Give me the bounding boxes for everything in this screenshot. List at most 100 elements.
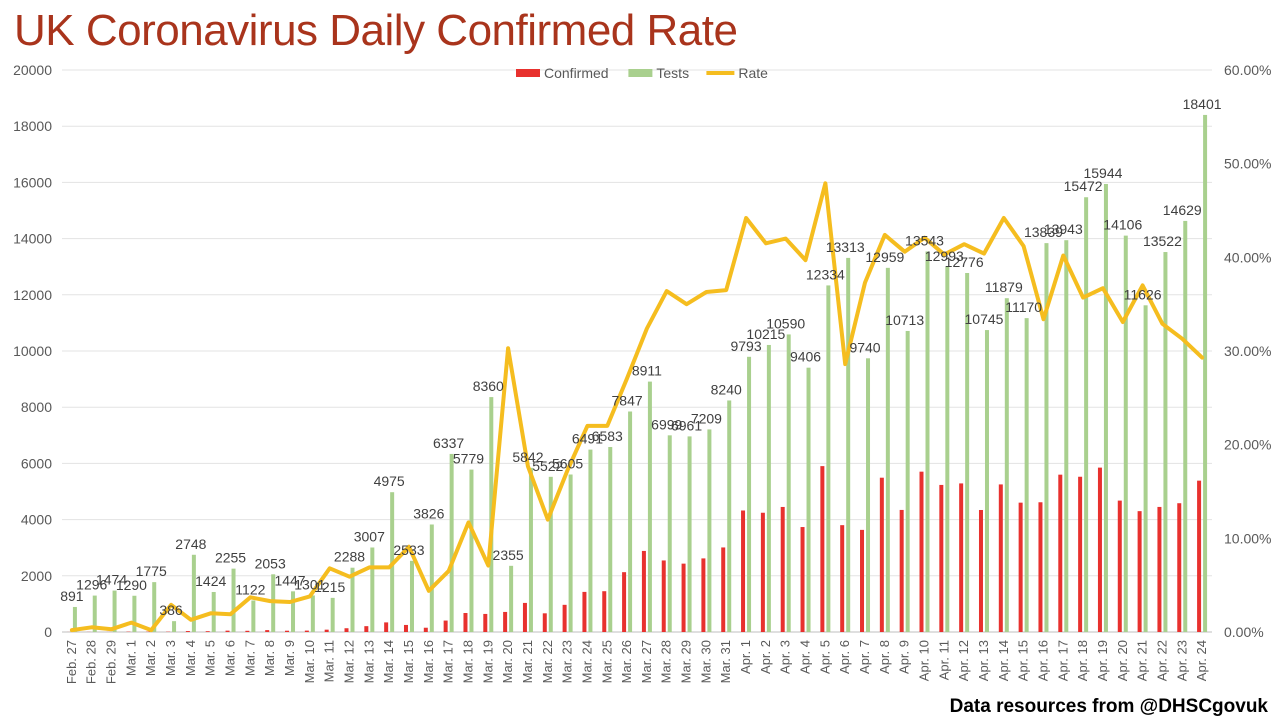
- confirmed-bar: [661, 560, 666, 632]
- x-tick-label: Apr. 15: [1016, 640, 1031, 681]
- tests-data-label: 891: [60, 588, 84, 604]
- tests-bar: [1064, 240, 1069, 632]
- tests-data-label: 1296: [76, 577, 107, 593]
- tests-bar: [409, 560, 414, 632]
- confirmed-bar: [463, 613, 468, 632]
- confirmed-bar: [1097, 467, 1102, 632]
- tests-bar: [667, 435, 672, 632]
- tests-data-label: 2255: [215, 550, 246, 566]
- confirmed-bar: [423, 627, 428, 632]
- x-tick-label: Mar. 3: [163, 640, 178, 676]
- x-tick-label: Mar. 13: [361, 640, 376, 683]
- tests-bar: [449, 453, 454, 632]
- x-tick-label: Mar. 19: [480, 640, 495, 683]
- y2-tick-label: 10.00%: [1224, 530, 1271, 546]
- x-tick-label: Mar. 4: [183, 640, 198, 676]
- tests-data-label: 11879: [985, 279, 1023, 295]
- x-tick-label: Feb. 27: [64, 640, 79, 684]
- tests-bar: [231, 568, 236, 632]
- tests-bar: [608, 447, 613, 632]
- x-tick-label: Apr. 7: [857, 640, 872, 674]
- tests-bar: [747, 356, 752, 632]
- legend-label-rate: Rate: [738, 65, 768, 81]
- x-tick-label: Apr. 17: [1055, 640, 1070, 681]
- tests-bar: [1123, 235, 1128, 632]
- tests-bar: [509, 565, 514, 632]
- x-tick-label: Mar. 16: [421, 640, 436, 683]
- y-tick-label: 0: [44, 624, 52, 640]
- tests-data-label: 6961: [671, 417, 702, 433]
- tests-data-label: 10745: [965, 311, 1004, 327]
- tests-data-label: 5522: [532, 458, 563, 474]
- confirmed-bar: [344, 628, 349, 632]
- tests-data-label: 1775: [136, 563, 167, 579]
- tests-data-label: 11626: [1124, 286, 1162, 302]
- tests-data-label: 12776: [945, 254, 984, 270]
- x-tick-label: Mar. 15: [401, 640, 416, 683]
- confirmed-bar: [820, 466, 825, 632]
- tests-bar: [647, 381, 652, 632]
- tests-data-label: 1474: [96, 572, 127, 588]
- confirmed-bar: [721, 547, 726, 632]
- tests-bar: [885, 267, 890, 632]
- tests-bar: [1004, 298, 1009, 632]
- y2-tick-label: 60.00%: [1224, 62, 1271, 78]
- tests-bar: [469, 469, 474, 632]
- x-tick-label: Mar. 27: [639, 640, 654, 683]
- tests-bar: [1143, 305, 1148, 632]
- x-tick-label: Mar. 11: [322, 640, 337, 682]
- x-tick-label: Apr. 22: [1154, 640, 1169, 681]
- x-tick-label: Apr. 14: [996, 640, 1011, 681]
- tests-data-label: 1290: [116, 577, 147, 593]
- tests-bar: [945, 266, 950, 632]
- confirmed-bar: [205, 631, 210, 632]
- tests-data-label: 12334: [806, 266, 845, 282]
- x-tick-label: Apr. 16: [1035, 640, 1050, 681]
- tests-bar: [727, 400, 732, 632]
- tests-bar: [291, 591, 296, 632]
- x-tick-label: Apr. 3: [778, 640, 793, 674]
- confirmed-bar: [185, 631, 190, 632]
- tests-bar: [548, 476, 553, 632]
- tests-bar: [1103, 183, 1108, 632]
- legend-label-confirmed: Confirmed: [544, 65, 609, 81]
- x-tick-label: Mar. 26: [619, 640, 634, 683]
- tests-bar: [370, 547, 375, 632]
- x-tick-label: Mar. 7: [242, 640, 257, 676]
- y-tick-label: 14000: [13, 231, 52, 247]
- x-tick-label: Apr. 4: [798, 640, 813, 674]
- legend-swatch-tests: [628, 69, 653, 77]
- tests-data-label: 13522: [1143, 233, 1182, 249]
- x-tick-label: Mar. 23: [560, 640, 575, 683]
- x-tick-label: Mar. 17: [441, 640, 456, 683]
- y2-tick-label: 0.00%: [1224, 624, 1264, 640]
- tests-bar: [1084, 197, 1089, 632]
- x-tick-label: Apr. 8: [877, 640, 892, 674]
- tests-bar: [152, 582, 157, 632]
- confirmed-bar: [959, 483, 964, 632]
- confirmed-bar: [1197, 480, 1202, 632]
- tests-data-label: 9793: [730, 338, 761, 354]
- tests-bar: [528, 467, 533, 632]
- legend-swatch-confirmed: [516, 69, 540, 77]
- tests-data-label: 8240: [711, 381, 742, 397]
- x-tick-label: Mar. 24: [579, 640, 594, 683]
- tests-data-label: 1122: [235, 581, 265, 597]
- tests-bar: [826, 285, 831, 632]
- confirmed-bar: [324, 629, 329, 632]
- legend-label-tests: Tests: [656, 65, 689, 81]
- data-credit: Data resources from @DHSCgovuk: [949, 696, 1268, 717]
- confirmed-bar: [919, 471, 924, 632]
- tests-bar: [1024, 318, 1029, 632]
- tests-bar: [786, 334, 791, 632]
- x-tick-label: Apr. 24: [1194, 640, 1209, 681]
- x-tick-label: Mar. 9: [282, 640, 297, 676]
- tests-data-label: 1447: [274, 572, 305, 588]
- tests-bar: [984, 330, 989, 632]
- tests-data-label: 7209: [691, 410, 722, 426]
- confirmed-bar: [503, 611, 508, 632]
- tests-data-label: 2533: [393, 542, 424, 558]
- x-tick-label: Mar. 10: [302, 640, 317, 683]
- confirmed-bar: [701, 558, 706, 632]
- x-tick-label: Apr. 23: [1174, 640, 1189, 681]
